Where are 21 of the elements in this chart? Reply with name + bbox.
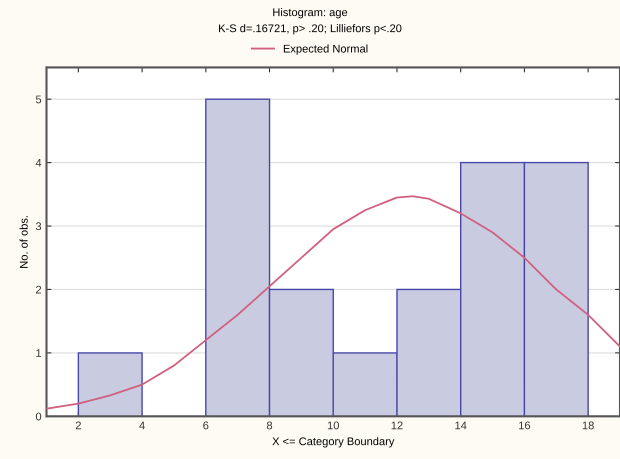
x-tick-label: 16 <box>519 421 530 430</box>
chart-title: Histogram: age <box>273 8 348 18</box>
x-tick-label: 12 <box>392 421 403 430</box>
x-tick-label: 6 <box>203 421 208 430</box>
x-tick-label: 8 <box>266 421 272 430</box>
x-axis-title: X <= Category Boundary <box>272 437 394 448</box>
x-tick-label: 4 <box>139 422 145 430</box>
x-tick-label: 18 <box>582 421 594 430</box>
chart-subtitle: K-S d=.16721, p> .20; Lilliefors p<.20 <box>219 24 402 34</box>
x-tick-label: 2 <box>76 421 81 430</box>
y-axis-title: No. of obs. <box>20 216 28 268</box>
x-tick-label: 14 <box>455 422 467 430</box>
y-tick-label: 0 <box>36 412 42 420</box>
y-tick-label: 5 <box>36 96 42 104</box>
legend-label: Expected Normal <box>284 44 368 55</box>
y-tick-label: 2 <box>36 286 42 294</box>
y-tick-label: 4 <box>36 158 42 167</box>
y-tick-label: 3 <box>36 222 42 230</box>
line-series <box>46 195 620 410</box>
x-tick-label: 10 <box>328 421 339 430</box>
y-tick-label: 1 <box>36 349 42 357</box>
